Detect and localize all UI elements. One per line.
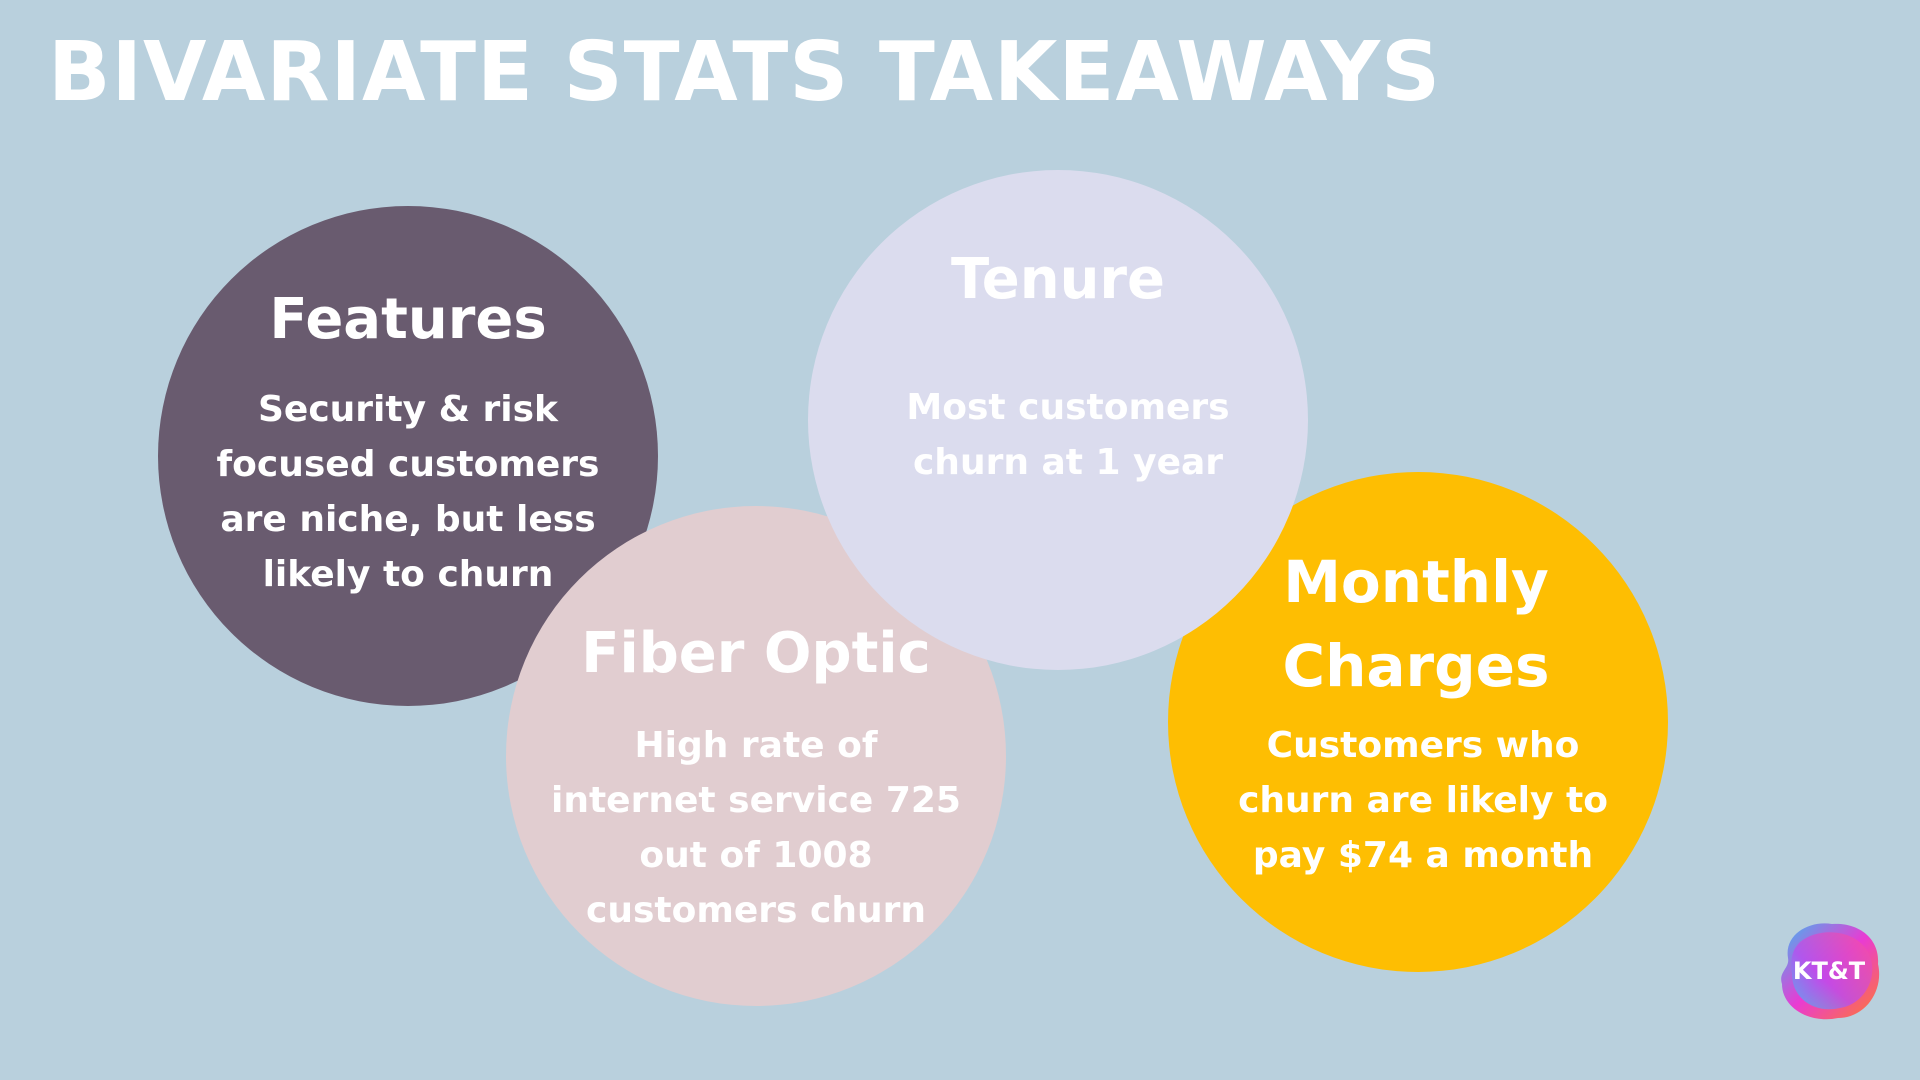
monthly-charges-body: Customers who churn are likely to pay $7… xyxy=(1238,725,1608,876)
slide-title: BIVARIATE STATS TAKEAWAYS xyxy=(48,25,1442,120)
features-heading: Features xyxy=(269,287,547,352)
tenure-heading: Tenure xyxy=(950,247,1166,312)
features-circle: Features Security & risk focused custome… xyxy=(158,206,658,706)
kt-t-logo: KT&T xyxy=(1770,912,1888,1030)
fiber-optic-body: High rate of internet service 725 out of… xyxy=(551,725,961,931)
gradient-blob-logo-icon xyxy=(1781,923,1880,1020)
features-body: Security & risk focused customers are ni… xyxy=(216,389,600,595)
monthly-charges-heading: Monthly Charges xyxy=(1282,548,1550,700)
tenure-circle: Tenure Most customers churn at 1 year xyxy=(808,170,1308,670)
monthly-charges-circle: Monthly Charges Customers who churn are … xyxy=(1168,472,1668,972)
fiber-optic-heading: Fiber Optic xyxy=(581,621,931,686)
logo-text: KT&T xyxy=(1792,957,1866,985)
tenure-body: Most customers churn at 1 year xyxy=(906,387,1230,483)
